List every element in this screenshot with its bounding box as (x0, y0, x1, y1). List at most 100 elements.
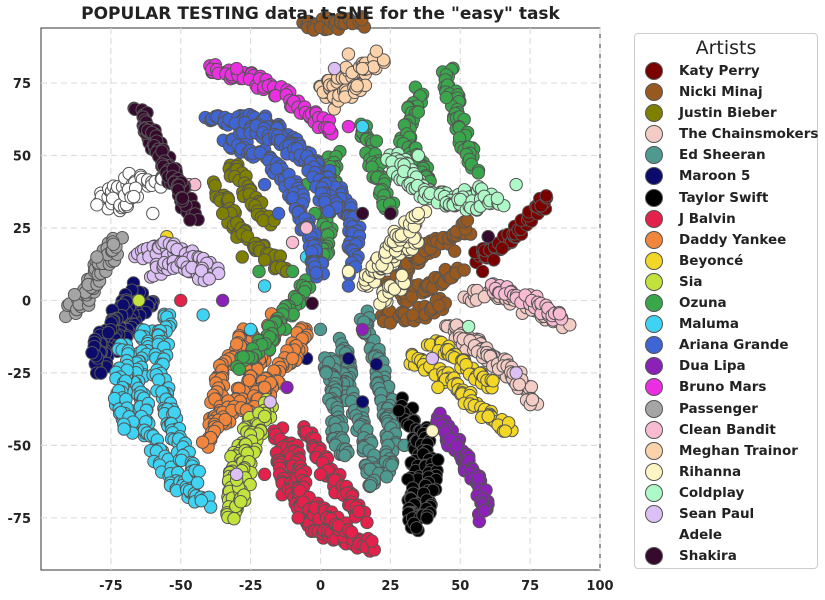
scatter-point (525, 393, 540, 407)
scatter-point (215, 293, 230, 308)
legend-item: J Balvin (635, 209, 817, 230)
scatter-point (509, 366, 523, 380)
scatter-point (229, 467, 244, 482)
scatter-point (285, 351, 300, 366)
scatter-point (291, 511, 305, 525)
scatter-point (341, 264, 356, 279)
scatter-point (85, 346, 99, 360)
scatter-point (192, 464, 206, 479)
scatter-point (447, 244, 462, 258)
legend-swatch (645, 547, 663, 566)
y-tick-label: -75 (8, 512, 32, 527)
legend-item: Bruno Mars (635, 377, 817, 398)
legend-swatch (645, 62, 663, 80)
scatter-point (94, 366, 108, 380)
legend-swatch (645, 378, 663, 397)
legend-swatch (645, 146, 663, 165)
legend-label: J Balvin (679, 210, 736, 227)
legend-swatch (645, 483, 663, 502)
legend-label: Coldplay (679, 484, 745, 501)
legend-title: Artists (695, 37, 757, 59)
legend-item: Maluma (635, 314, 817, 335)
scatter-point (271, 206, 286, 221)
x-tick-label: 100 (586, 579, 613, 594)
scatter-point (257, 467, 272, 482)
legend-label: Clean Bandit (679, 421, 776, 438)
legend-swatch (645, 209, 663, 228)
scatter-point (486, 374, 500, 388)
legend-swatch (645, 315, 663, 334)
y-tick-labels: 75 50 25 0 -25 -50 -75 (8, 77, 32, 527)
legend-items: Katy Perry Nicki Minaj Justin Bieber The Ch… (635, 61, 819, 567)
legend-label: Meghan Trainor (679, 442, 798, 459)
x-tick-labels: -75 -50 -25 0 25 50 75 100 (99, 579, 613, 594)
scatter-point (351, 504, 366, 519)
scatter-point (309, 266, 323, 280)
legend-item: Maroon 5 (635, 166, 817, 187)
scatter-point (229, 337, 244, 351)
scatter-point (106, 237, 121, 251)
legend-swatch (645, 441, 663, 460)
scatter-point (234, 494, 248, 509)
scatter-point (190, 476, 205, 490)
legend-item: The Chainsmokers (635, 124, 819, 145)
legend-item: Clean Bandit (635, 420, 817, 441)
legend-label: Justin Bieber (679, 105, 777, 122)
legend-label: Dua Lipa (679, 358, 746, 375)
scatter-point (472, 471, 486, 485)
scatter-point (341, 279, 356, 293)
legend-swatch (645, 504, 663, 523)
scatter-point (175, 191, 190, 205)
legend-label: Daddy Yankee (679, 231, 787, 248)
scatter-point (425, 351, 439, 366)
x-tick-label: 25 (381, 579, 399, 594)
scatter-point (395, 268, 409, 283)
scatter-point (487, 253, 501, 267)
scatter-point (305, 296, 319, 311)
scatter-point (242, 373, 256, 388)
legend-label: Ariana Grande (679, 337, 789, 354)
legend-swatch (645, 83, 663, 102)
scatter-point (101, 325, 116, 340)
scatter-point (365, 534, 379, 548)
scatter-point (313, 467, 328, 482)
legend-label: Bruno Mars (679, 379, 767, 396)
scatter-point (285, 264, 300, 279)
scatter-point (174, 293, 188, 308)
scatter-point (313, 322, 328, 337)
legend-item: Coldplay (635, 483, 817, 504)
x-tick-label: -75 (99, 579, 123, 594)
scatter-point (498, 424, 512, 438)
legend-item: Justin Bieber (635, 103, 817, 124)
scatter-point (285, 235, 300, 250)
legend-item: Shakira (635, 546, 817, 567)
scatter-point (432, 298, 446, 313)
legend-swatch (645, 251, 663, 270)
legend-item: Daddy Yankee (635, 230, 817, 251)
scatter-point (319, 366, 333, 380)
scatter-point (411, 148, 426, 163)
legend-swatch (645, 462, 663, 481)
scatter-point (411, 206, 426, 221)
scatter-point (420, 511, 434, 525)
x-tick-label: 0 (316, 579, 325, 594)
scatter-point (341, 351, 356, 366)
scatter-point (195, 435, 210, 449)
scatter-point (202, 272, 216, 286)
scatter-point (450, 439, 464, 453)
legend-label: Taylor Swift (679, 189, 769, 206)
legend-label: Sean Paul (679, 505, 755, 522)
scatter-point (257, 177, 272, 192)
legend-item: Katy Perry (635, 61, 817, 82)
y-tick-label: 25 (13, 222, 31, 237)
y-tick-label: -50 (8, 439, 32, 454)
legend-item: Taylor Swift (635, 188, 817, 209)
scatter-point (257, 253, 272, 267)
legend-swatch (645, 294, 663, 313)
scatter-point (67, 287, 82, 302)
scatter-point (512, 377, 527, 392)
scatter-point (392, 403, 406, 418)
y-tick-label: 50 (13, 150, 31, 165)
legend-label: The Chainsmokers (679, 126, 819, 143)
legend: Artists Katy Perry Nicki Minaj Justin Bieb… (634, 33, 818, 569)
